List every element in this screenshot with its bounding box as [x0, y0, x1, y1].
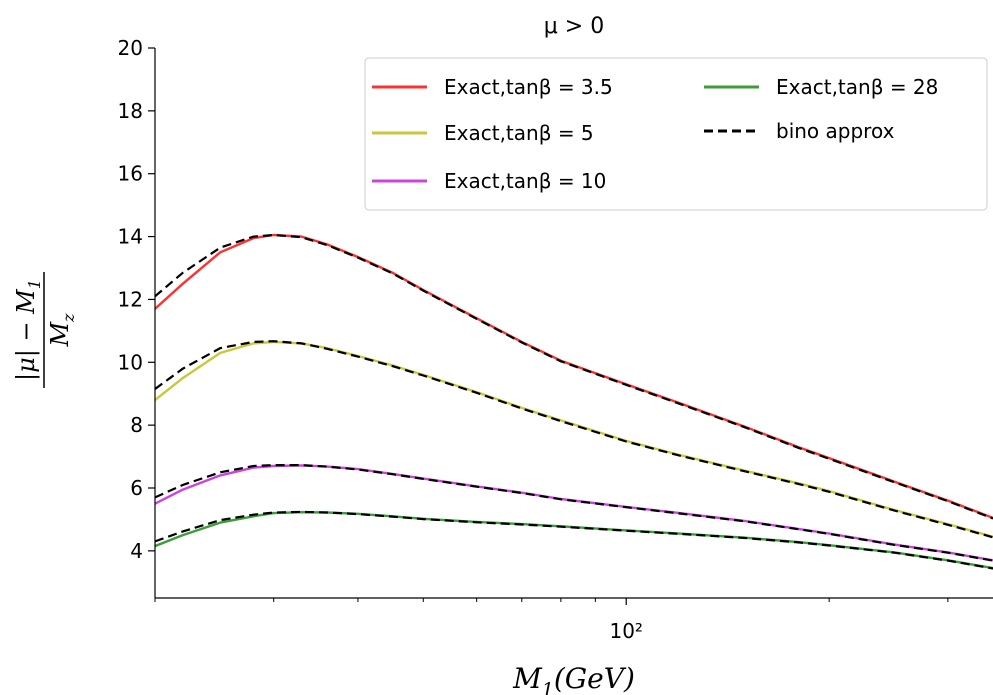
y-tick-label: 6: [130, 476, 143, 500]
x-axis-label: M1(GeV): [512, 662, 635, 695]
y-tick-label: 14: [118, 225, 143, 249]
x-tick-label: 10²: [609, 619, 642, 643]
legend-label: bino approx: [776, 119, 895, 143]
legend-item: Exact,tanβ = 10: [372, 169, 606, 193]
y-tick-label: 12: [118, 287, 143, 311]
y-axis-label: |μ| − M1 Mz: [12, 272, 78, 388]
y-axis: 4 6 8 10 12 14 16 18 20: [118, 36, 155, 563]
series-lines: [155, 233, 993, 570]
y-tick-label: 16: [118, 162, 143, 186]
bino-approx-line-4: [155, 510, 993, 570]
legend-item: Exact,tanβ = 3.5: [372, 75, 613, 99]
legend-label: Exact,tanβ = 3.5: [444, 75, 613, 99]
legend: Exact,tanβ = 3.5 Exact,tanβ = 5 Exact,tanβ…: [364, 57, 988, 211]
series-line-3.5: [155, 233, 993, 520]
svg-text:|μ| − M1: |μ| − M1: [12, 279, 44, 381]
y-tick-label: 18: [118, 99, 143, 123]
legend-item: Exact,tanβ = 28: [704, 75, 938, 99]
plot-area: [154, 48, 993, 599]
bino-approx-line-3: [155, 464, 993, 562]
y-tick-label: 10: [118, 350, 143, 374]
bino-approx-line-2: [155, 340, 993, 539]
legend-label: Exact,tanβ = 10: [444, 169, 606, 193]
y-tick-label: 8: [130, 413, 143, 437]
legend-label: Exact,tanβ = 5: [444, 121, 594, 145]
legend-item: bino approx: [704, 119, 895, 143]
series-line-5: [155, 340, 993, 538]
chart-title: μ > 0: [544, 14, 604, 39]
x-axis: 10²: [154, 598, 949, 643]
svg-text:Mz: Mz: [46, 313, 78, 348]
y-tick-label: 4: [130, 539, 143, 563]
legend-label: Exact,tanβ = 28: [776, 75, 938, 99]
legend-item: Exact,tanβ = 5: [372, 121, 594, 145]
y-tick-label: 20: [118, 36, 143, 60]
bino-approx-line-1: [155, 233, 993, 520]
